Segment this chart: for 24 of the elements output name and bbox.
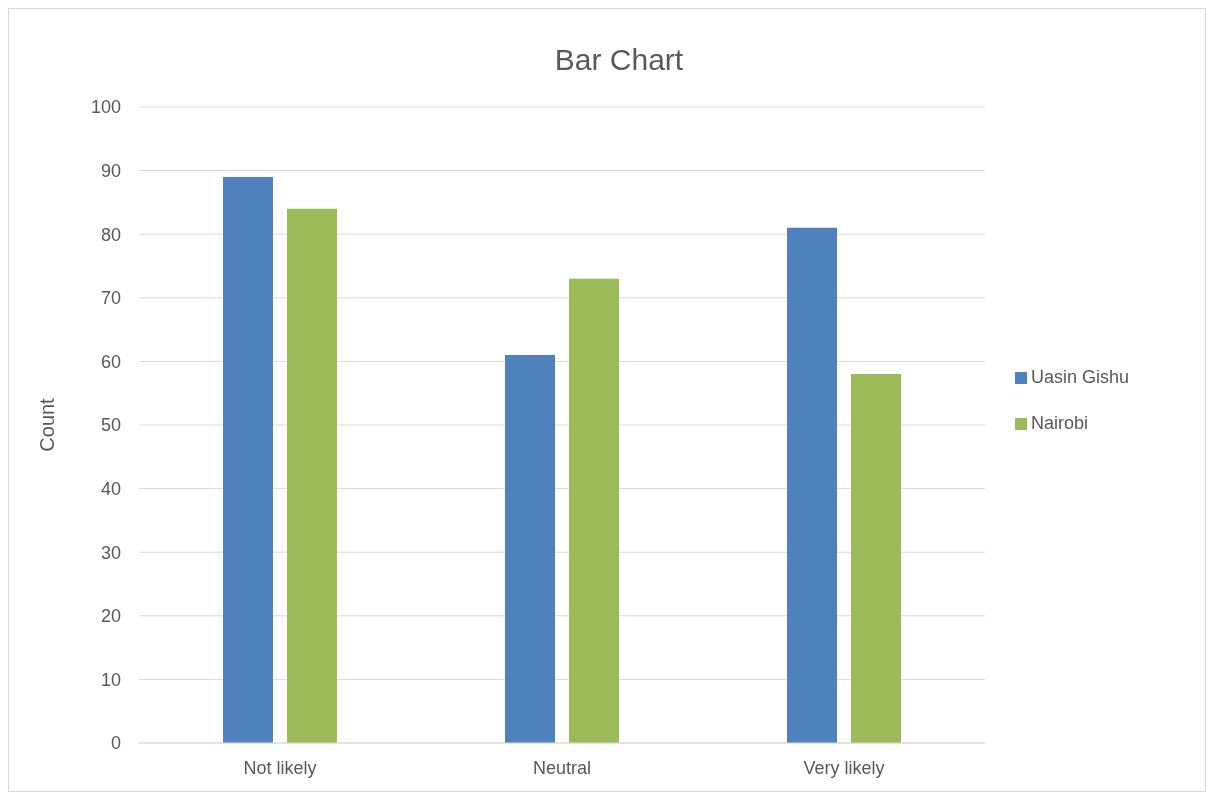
y-axis-title: Count <box>36 397 59 452</box>
y-tick-label: 10 <box>100 669 121 690</box>
y-tick-label: 50 <box>100 415 121 436</box>
y-tick-label: 60 <box>100 351 121 372</box>
y-tick-label: 100 <box>90 97 121 118</box>
bar <box>851 374 901 743</box>
legend-label: Nairobi <box>1031 413 1089 433</box>
bar <box>223 176 273 743</box>
bar <box>569 278 619 743</box>
x-tick-label: Very likely <box>803 757 885 778</box>
bar <box>787 227 837 743</box>
y-tick-label: 90 <box>100 160 121 181</box>
y-tick-label: 40 <box>100 478 121 499</box>
y-tick-label: 20 <box>100 606 121 627</box>
legend-label: Uasin Gishu <box>1031 367 1130 387</box>
y-tick-label: 0 <box>110 733 121 754</box>
y-tick-label: 80 <box>100 224 121 245</box>
x-tick-label: Not likely <box>243 757 317 778</box>
bar <box>287 208 337 743</box>
y-tick-label: 70 <box>100 288 121 309</box>
bar <box>505 355 555 743</box>
chart-title: Bar Chart <box>553 43 685 77</box>
y-tick-label: 30 <box>100 542 121 563</box>
x-tick-label: Neutral <box>532 757 592 778</box>
